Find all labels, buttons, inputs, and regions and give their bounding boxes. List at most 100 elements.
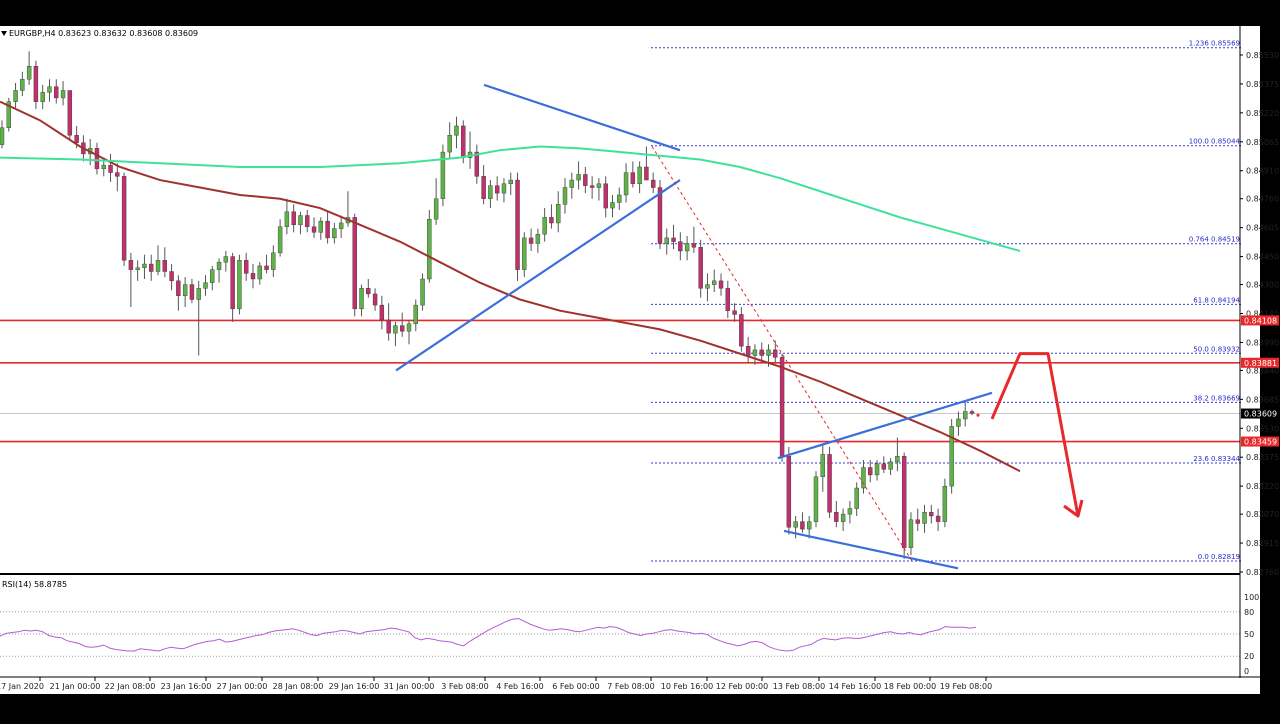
time-tick-label: 3 Feb 08:00 — [441, 682, 488, 691]
candle-body — [196, 288, 201, 300]
candle-body — [522, 237, 527, 270]
candle-body — [67, 90, 73, 136]
trendline — [395, 179, 681, 372]
candle-body — [318, 220, 324, 233]
candle-body — [40, 92, 45, 102]
candle-body — [915, 519, 920, 524]
candle-body — [332, 228, 337, 239]
candle-body — [515, 179, 520, 270]
candle-body — [698, 247, 703, 289]
level-price-label: 0.84108 — [1244, 316, 1277, 325]
candle-body — [243, 260, 249, 274]
arrow-head — [1063, 499, 1084, 518]
time-tick-label: 27 Jan 00:00 — [217, 682, 268, 691]
price-tick-label: 0.85530 — [1246, 51, 1279, 60]
time-axis: 17 Jan 2020 21 Jan 00:00 22 Jan 08:00 23 Ja… — [0, 676, 1260, 691]
candle-body — [888, 461, 893, 470]
time-tick-label: 22 Jan 08:00 — [105, 682, 156, 691]
candle-body — [603, 183, 608, 209]
candle-body — [623, 172, 629, 196]
rsi-tick-label: 20 — [1244, 652, 1254, 661]
candle-body — [176, 280, 181, 296]
time-tick-label: 19 Feb 08:00 — [940, 682, 992, 691]
candle-body — [874, 463, 880, 476]
candle-body — [284, 211, 290, 227]
time-tick-label: 29 Jan 16:00 — [329, 682, 380, 691]
time-tick-label: 28 Jan 08:00 — [273, 682, 324, 691]
price-tick-label: 0.82915 — [1246, 539, 1279, 548]
candle-body — [813, 476, 819, 522]
time-tick-label: 14 Feb 16:00 — [829, 682, 881, 691]
candle-body — [718, 280, 724, 289]
time-tick-label: 31 Jan 00:00 — [384, 682, 435, 691]
candle-body — [47, 86, 52, 93]
fibonacci-level-label: 61.8 0.84194 — [1193, 296, 1240, 304]
candle-body — [182, 284, 188, 296]
rsi-tick-label: 100 — [1244, 593, 1259, 602]
candle-body — [583, 174, 588, 186]
candle-body — [488, 185, 493, 199]
candle-body — [481, 176, 486, 199]
candle-body — [250, 273, 256, 280]
fibonacci-level-label: 0.0 0.82819 — [1198, 553, 1240, 561]
candle-body — [759, 349, 764, 356]
candle-body — [684, 243, 690, 252]
candle-body — [298, 215, 303, 226]
price-tick-label: 0.84910 — [1246, 167, 1279, 176]
price-tick-label: 0.84605 — [1246, 224, 1279, 233]
candle-body — [305, 215, 310, 227]
candle-body — [935, 515, 941, 522]
candle-body — [461, 125, 466, 158]
candle-body — [827, 454, 832, 513]
candle-body — [542, 217, 547, 235]
candle-body — [386, 319, 391, 334]
price-tick-label: 0.84450 — [1246, 253, 1279, 262]
candle-body — [135, 267, 140, 270]
symbol-info-label: EURGBP,H4 0.83623 0.83632 0.83608 0.8360… — [9, 29, 198, 38]
candle-body — [400, 325, 405, 332]
candle-body — [277, 226, 283, 254]
fibonacci-level-label: 100.0 0.85044 — [1189, 138, 1241, 146]
current-price-label: 0.83609 — [1244, 410, 1277, 419]
candle-body — [74, 135, 79, 143]
rsi-pane[interactable] — [0, 611, 1240, 657]
candle-body — [0, 127, 5, 145]
price-tick-label: 0.83220 — [1246, 482, 1279, 491]
rsi-line — [0, 617, 977, 652]
candle-body — [420, 278, 425, 306]
candle-body — [13, 90, 18, 102]
candle-body — [766, 349, 771, 356]
candle-body — [929, 512, 934, 517]
candle-body — [311, 226, 317, 233]
level-price-tag — [1241, 436, 1279, 447]
candle-body — [840, 513, 846, 522]
candle-body — [406, 323, 412, 332]
time-tick-label: 10 Feb 16:00 — [661, 682, 713, 691]
candle-body — [379, 304, 385, 321]
candle-body — [678, 241, 683, 252]
candle-body — [474, 151, 480, 177]
time-tick-label: 6 Feb 00:00 — [552, 682, 599, 691]
candle-body — [393, 325, 398, 334]
candle-body — [963, 411, 968, 420]
price-tick-label: 0.83070 — [1246, 510, 1279, 519]
trendline — [783, 529, 959, 570]
candle-body — [223, 256, 229, 263]
candle-body — [739, 314, 744, 347]
price-tick-label: 0.83990 — [1246, 338, 1279, 347]
candle-body — [155, 260, 161, 272]
candle-body — [922, 512, 927, 524]
candle-body — [169, 271, 174, 282]
candle-body — [359, 288, 364, 310]
candle-body — [352, 217, 357, 310]
time-tick-label: 21 Jan 00:00 — [50, 682, 101, 691]
candle-body — [257, 265, 262, 280]
price-pane[interactable]: 1.236 0.85569 100.0 0.85044 0.764 0.84519 6… — [0, 31, 1243, 575]
candle-body — [637, 166, 642, 184]
price-tick-label: 0.85375 — [1246, 80, 1279, 89]
candle-body — [969, 411, 975, 414]
candle-body — [847, 508, 853, 515]
candle-body — [779, 357, 785, 457]
candle-body — [657, 187, 663, 244]
